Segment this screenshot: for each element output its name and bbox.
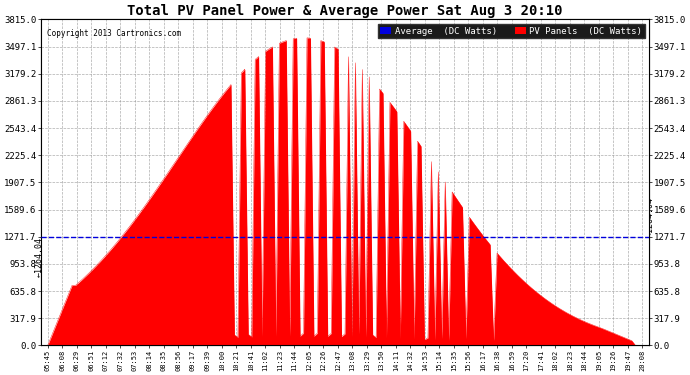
Text: Copyright 2013 Cartronics.com: Copyright 2013 Cartronics.com [47, 29, 181, 38]
Text: →1264.04: →1264.04 [646, 197, 655, 237]
Title: Total PV Panel Power & Average Power Sat Aug 3 20:10: Total PV Panel Power & Average Power Sat… [127, 4, 563, 18]
Text: ←1264.04: ←1264.04 [35, 237, 44, 278]
Legend: Average  (DC Watts), PV Panels  (DC Watts): Average (DC Watts), PV Panels (DC Watts) [377, 24, 645, 38]
